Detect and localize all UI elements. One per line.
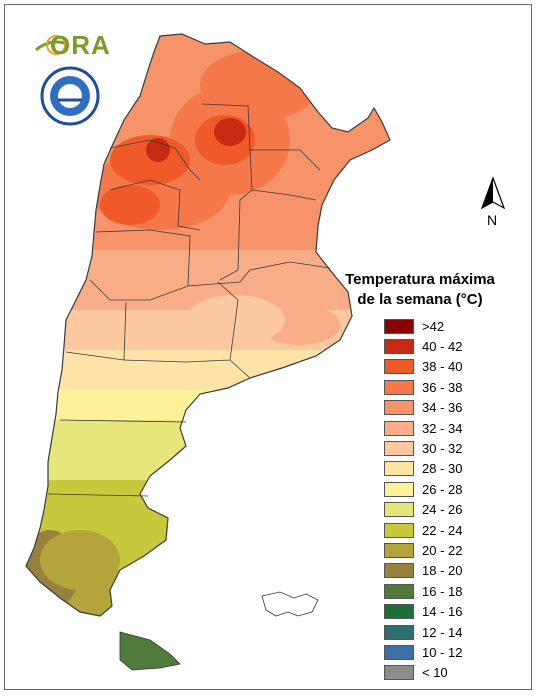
legend-swatch	[384, 318, 414, 334]
legend-item: >42	[384, 316, 462, 336]
legend-item: 16 - 18	[384, 581, 462, 601]
legend-item: 32 - 34	[384, 418, 462, 438]
legend-item: 34 - 36	[384, 398, 462, 418]
legend-label: 14 - 16	[422, 604, 463, 620]
legend-title-line1: Temperatura máxima	[345, 271, 495, 288]
legend-label: 28 - 30	[422, 461, 463, 477]
legend-label: 24 - 26	[422, 502, 463, 518]
legend-swatch	[384, 379, 414, 395]
legend-label: 16 - 18	[422, 583, 463, 599]
ora-leaf-icon	[35, 35, 69, 55]
legend-label: 20 - 22	[422, 542, 463, 558]
legend-swatch	[384, 563, 414, 579]
malvinas-islands	[261, 591, 319, 617]
legend-item: 26 - 28	[384, 479, 462, 499]
legend-swatch	[384, 461, 414, 477]
legend-item: 18 - 20	[384, 561, 462, 581]
ora-logo-text: ORA	[50, 30, 111, 60]
smn-argentina-seal-icon	[40, 66, 100, 126]
legend-item: 38 - 40	[384, 357, 462, 377]
legend-item: 14 - 16	[384, 601, 462, 621]
legend-label: 30 - 32	[422, 441, 463, 457]
legend-label: 40 - 42	[422, 339, 463, 355]
legend-item: 10 - 12	[384, 642, 462, 662]
legend-swatch	[384, 502, 414, 518]
legend: >42 40 - 42 38 - 40 36 - 38 34 - 36 32 -…	[384, 316, 462, 683]
legend-item: 40 - 42	[384, 336, 462, 356]
legend-swatch	[384, 644, 414, 660]
province-borders	[25, 33, 391, 617]
legend-swatch	[384, 522, 414, 538]
legend-item: 24 - 26	[384, 500, 462, 520]
legend-swatch	[384, 441, 414, 457]
legend-item: 30 - 32	[384, 438, 462, 458]
legend-swatch	[384, 665, 414, 681]
legend-item: 12 - 14	[384, 622, 462, 642]
legend-swatch	[384, 542, 414, 558]
legend-swatch	[384, 359, 414, 375]
legend-item: 20 - 22	[384, 540, 462, 560]
legend-label: 34 - 36	[422, 400, 463, 416]
legend-label: 22 - 24	[422, 522, 463, 538]
tierra-del-fuego	[119, 631, 181, 671]
legend-item: 28 - 30	[384, 459, 462, 479]
legend-swatch	[384, 400, 414, 416]
legend-swatch	[384, 481, 414, 497]
legend-label: 32 - 34	[422, 420, 463, 436]
legend-label: 18 - 20	[422, 563, 463, 579]
legend-label: 26 - 28	[422, 481, 463, 497]
legend-label: 10 - 12	[422, 644, 463, 660]
legend-swatch	[384, 604, 414, 620]
legend-swatch	[384, 583, 414, 599]
legend-title: Temperatura máxima de la semana (°C)	[340, 270, 500, 310]
north-label: N	[487, 212, 498, 228]
legend-label: 12 - 14	[422, 624, 463, 640]
legend-label: < 10	[422, 665, 448, 681]
ora-logo: ORA	[34, 30, 110, 60]
legend-label: 36 - 38	[422, 379, 463, 395]
legend-swatch	[384, 339, 414, 355]
legend-label: 38 - 40	[422, 359, 463, 375]
legend-label: >42	[422, 318, 445, 334]
legend-item: 36 - 38	[384, 377, 462, 397]
legend-swatch	[384, 624, 414, 640]
legend-item: 22 - 24	[384, 520, 462, 540]
legend-item: < 10	[384, 663, 462, 683]
legend-swatch	[384, 420, 414, 436]
legend-title-line2: de la semana (°C)	[357, 291, 483, 308]
north-arrow-icon	[480, 176, 506, 210]
